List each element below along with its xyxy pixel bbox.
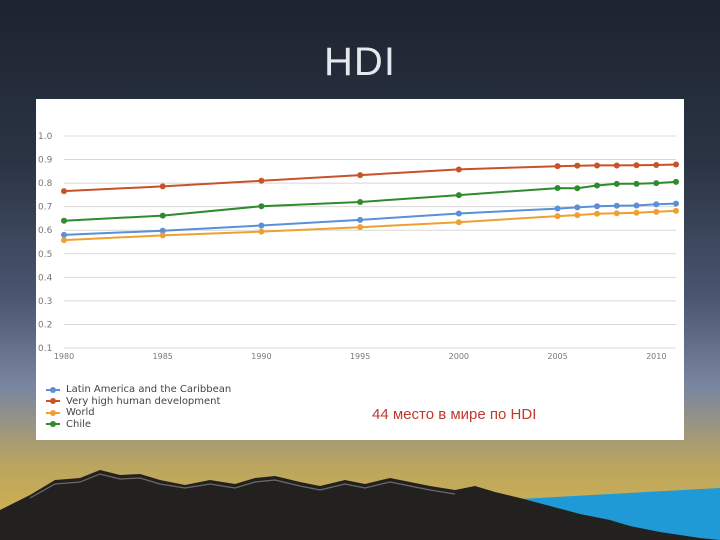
data-point — [455, 219, 462, 226]
y-tick-label: 0.8 — [38, 179, 53, 189]
data-point — [613, 180, 620, 187]
chart-legend: Latin America and the Caribbean Very high… — [46, 384, 231, 430]
series-line-2 — [63, 209, 677, 242]
data-point — [594, 203, 601, 210]
data-point — [61, 217, 67, 224]
x-tick-label: 2000 — [449, 352, 469, 361]
legend-swatch — [46, 409, 60, 416]
mountain-snow-line — [29, 473, 456, 499]
y-tick-label: 0.7 — [38, 203, 52, 213]
x-tick-label: 1980 — [54, 352, 74, 361]
data-point — [258, 203, 265, 210]
data-point — [455, 166, 462, 173]
data-point — [574, 212, 581, 219]
legend-item: Chile — [46, 419, 231, 431]
data-point — [61, 231, 67, 238]
data-point — [673, 161, 679, 168]
data-point — [594, 162, 601, 169]
data-point — [574, 162, 581, 169]
data-point — [673, 200, 679, 207]
series-line-3 — [63, 180, 677, 222]
data-point — [594, 210, 601, 217]
data-point — [633, 209, 640, 216]
legend-swatch — [46, 421, 60, 428]
x-tick-label: 2010 — [646, 352, 666, 361]
legend-item: World — [46, 407, 231, 419]
y-tick-label: 0.6 — [38, 226, 53, 236]
data-point — [673, 178, 679, 185]
data-point — [159, 212, 166, 219]
x-tick-label: 2005 — [547, 352, 567, 361]
data-point — [653, 161, 660, 168]
data-point — [574, 204, 581, 211]
data-point — [633, 202, 640, 209]
legend-label: Chile — [66, 418, 92, 430]
data-point — [159, 183, 166, 190]
data-point — [357, 198, 364, 205]
data-point — [574, 185, 581, 192]
y-tick-label: 0.9 — [38, 156, 53, 166]
data-point — [613, 162, 620, 169]
hdi-line-chart: 0.1 0.2 0.3 0.4 0.5 0.6 0.7 0.8 0.9 1.0 1980 1985 19… — [38, 132, 679, 361]
legend-item: Latin America and the Caribbean — [46, 384, 231, 396]
data-point — [594, 182, 601, 189]
y-tick-label: 0.2 — [38, 320, 52, 330]
legend-swatch — [46, 398, 60, 405]
legend-label: Very high human development — [66, 395, 221, 407]
y-tick-label: 0.1 — [38, 344, 52, 354]
data-point — [258, 222, 265, 229]
chart-panel: 0.1 0.2 0.3 0.4 0.5 0.6 0.7 0.8 0.9 1.0 1980 1985 19… — [36, 99, 684, 440]
data-point — [554, 205, 561, 212]
legend-swatch — [46, 386, 60, 393]
y-tick-label: 0.3 — [38, 297, 52, 307]
data-point — [455, 210, 462, 217]
y-tick-label: 0.5 — [38, 250, 52, 260]
legend-label: World — [66, 407, 95, 419]
data-point — [653, 180, 660, 187]
data-point — [633, 180, 640, 187]
data-point — [357, 224, 364, 231]
data-point — [554, 213, 561, 220]
x-tick-label: 1995 — [350, 352, 370, 361]
mountain-silhouette — [0, 470, 720, 540]
ranking-note: 44 место в мире по HDI — [372, 406, 537, 423]
data-point — [653, 201, 660, 208]
data-point — [613, 202, 620, 209]
data-point — [61, 237, 67, 244]
data-point — [357, 172, 364, 179]
y-tick-label: 0.4 — [38, 273, 53, 283]
data-point — [554, 163, 561, 170]
data-point — [653, 208, 660, 215]
legend-item: Very high human development — [46, 396, 231, 408]
data-point — [554, 185, 561, 192]
x-tick-label: 1985 — [153, 352, 173, 361]
data-point — [61, 188, 67, 195]
data-point — [258, 228, 265, 235]
data-point — [258, 177, 265, 184]
legend-label: Latin America and the Caribbean — [66, 384, 232, 396]
data-point — [159, 227, 166, 234]
y-tick-label: 1.0 — [38, 132, 53, 142]
data-point — [673, 207, 679, 214]
series-line-1 — [63, 163, 677, 193]
data-point — [357, 216, 364, 223]
data-point — [159, 232, 166, 239]
series-line-0 — [63, 202, 677, 236]
data-point — [613, 210, 620, 217]
data-point — [455, 192, 462, 199]
slide-title: HDI — [324, 40, 396, 84]
x-tick-label: 1990 — [251, 352, 271, 361]
data-point — [633, 162, 640, 169]
